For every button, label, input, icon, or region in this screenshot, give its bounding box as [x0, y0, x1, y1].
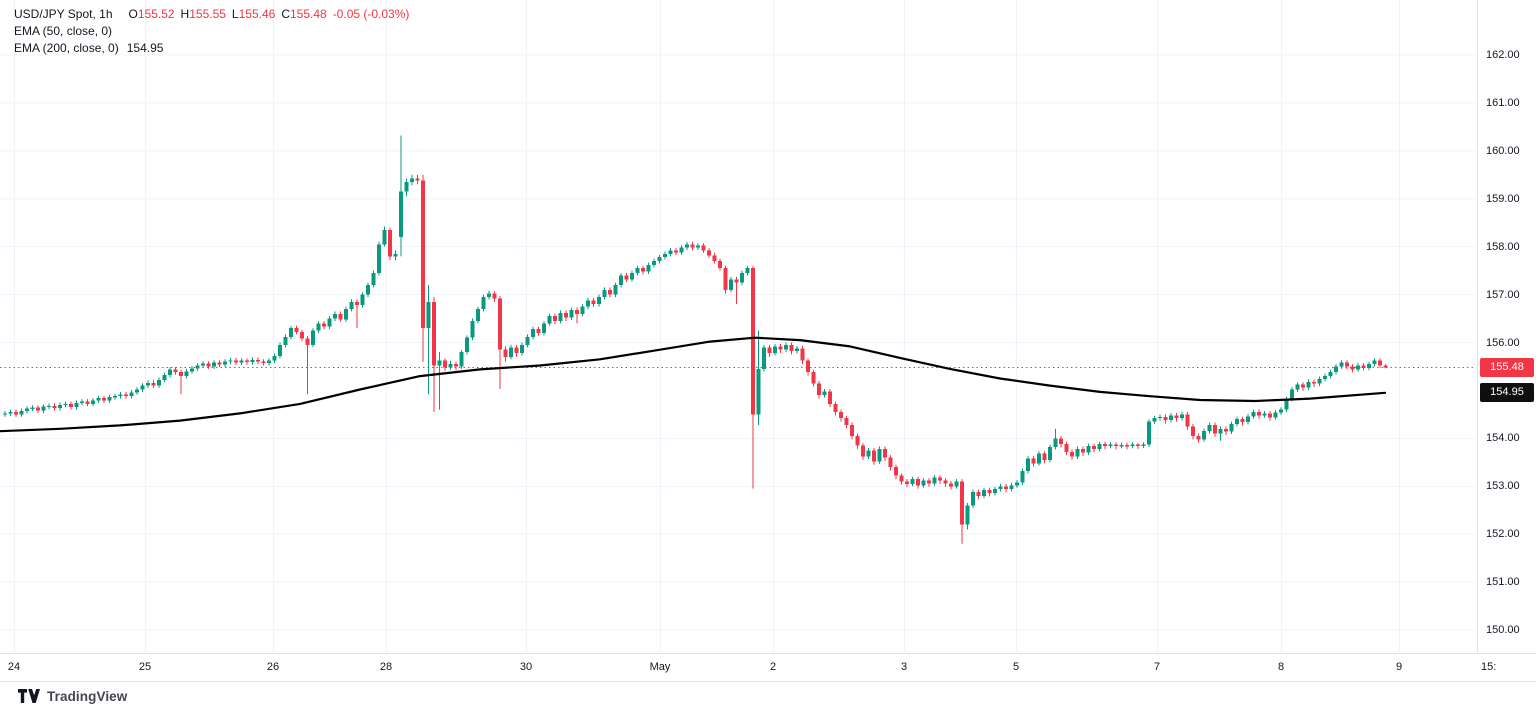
- time-tick-label: 28: [379, 661, 393, 673]
- time-tick-label: 24: [7, 661, 21, 673]
- ema50-legend-row[interactable]: EMA (50, close, 0): [14, 23, 409, 39]
- time-tick-label: 25: [138, 661, 152, 673]
- time-tick-label: 8: [1277, 661, 1285, 673]
- tradingview-logo-icon: [18, 689, 40, 703]
- open-value: 155.52: [137, 7, 175, 21]
- ema200-line: [0, 336, 1387, 433]
- high-value: 155.55: [189, 7, 226, 21]
- time-tick-label: 3: [900, 661, 908, 673]
- time-tick-label: 9: [1395, 661, 1403, 673]
- time-axis[interactable]: 15: 24 25 26 28 30 May 2 3 5 7 8 9: [0, 653, 1536, 682]
- last-price-badge: 155.48: [1480, 357, 1534, 377]
- close-value: 155.48: [289, 7, 327, 21]
- time-tick-label: 26: [266, 661, 280, 673]
- price-tick-label: 150.00: [1486, 624, 1520, 637]
- time-tick-label: 30: [519, 661, 533, 673]
- open-label: O: [128, 7, 138, 21]
- close-label: C: [281, 7, 290, 21]
- price-tick-label: 156.00: [1486, 336, 1520, 349]
- time-axis-corner-label: 15:: [1481, 661, 1497, 673]
- price-tick-label: 160.00: [1486, 144, 1520, 157]
- price-tick-label: 161.00: [1486, 96, 1520, 109]
- time-tick-label: 5: [1012, 661, 1020, 673]
- price-tick-label: 158.00: [1486, 240, 1520, 253]
- tradingview-attribution[interactable]: TradingView: [18, 686, 127, 706]
- gridlines: [0, 0, 1476, 653]
- price-tick-label: 152.00: [1486, 528, 1520, 541]
- price-chart[interactable]: [0, 0, 1476, 653]
- low-value: 155.46: [238, 7, 276, 21]
- symbol-title: USD/JPY Spot, 1h: [14, 7, 113, 21]
- ema50-label: EMA (50, close, 0): [14, 24, 113, 38]
- price-tick-label: 151.00: [1486, 576, 1520, 589]
- price-axis[interactable]: 155.48 154.95 162.00 161.00 160.00 159.00 15…: [1477, 0, 1536, 680]
- price-tick-label: 162.00: [1486, 49, 1520, 61]
- ema200-price-badge: 154.95: [1480, 383, 1534, 403]
- time-tick-label: May: [649, 661, 671, 673]
- time-tick-label: 2: [769, 661, 777, 673]
- tradingview-logo-text: TradingView: [47, 688, 128, 704]
- ema200-label: EMA (200, close, 0): [14, 41, 119, 55]
- candles: [3, 135, 1388, 544]
- price-tick-label: 153.00: [1486, 480, 1520, 493]
- time-tick-label: 7: [1153, 661, 1161, 673]
- price-tick-label: 154.00: [1486, 432, 1520, 445]
- price-tick-label: 159.00: [1486, 192, 1520, 205]
- low-label: L: [231, 7, 239, 21]
- change-value: -0.05 (-0.03%): [332, 7, 410, 21]
- chart-legend: USD/JPY Spot, 1h O155.52 H155.55 L155.46 C15…: [14, 6, 409, 57]
- symbol-legend-row[interactable]: USD/JPY Spot, 1h O155.52 H155.55 L155.46 C15…: [14, 6, 409, 22]
- price-tick-label: 157.00: [1486, 288, 1520, 301]
- high-label: H: [180, 7, 190, 21]
- ema200-value: 154.95: [126, 41, 164, 55]
- ema200-legend-row[interactable]: EMA (200, close, 0) 154.95: [14, 40, 409, 56]
